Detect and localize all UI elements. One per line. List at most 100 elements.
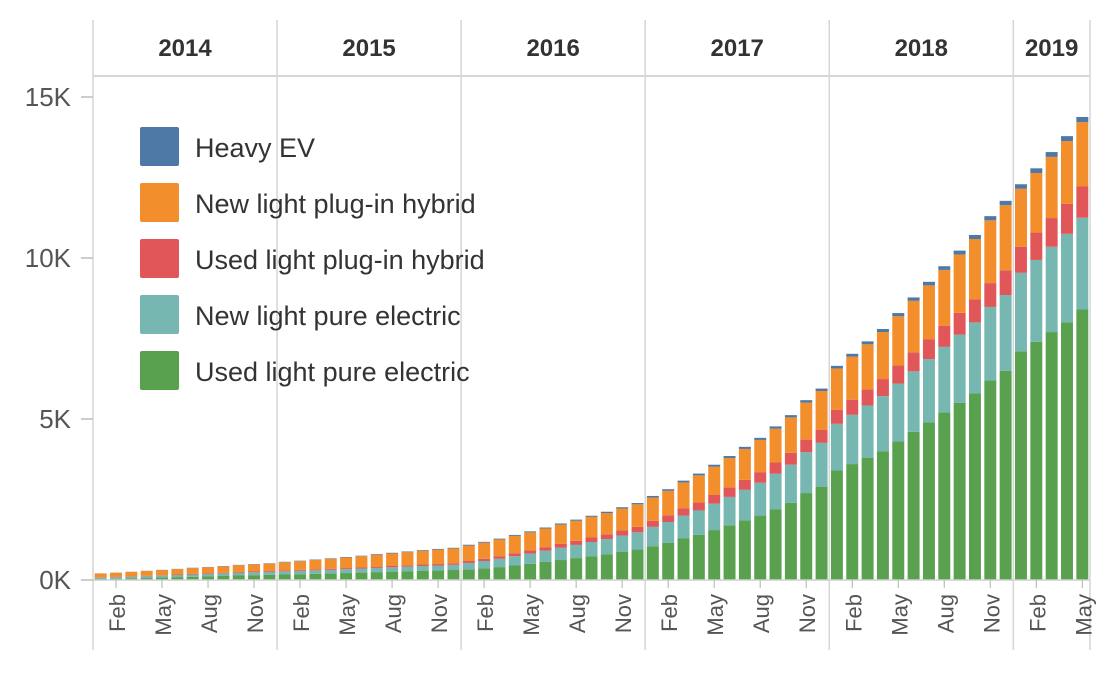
bar-segment bbox=[1030, 168, 1043, 173]
x-tick-label: May bbox=[151, 594, 176, 636]
bar-segment bbox=[416, 565, 429, 571]
legend: Heavy EV New light plug-in hybrid Used lig… bbox=[140, 127, 485, 390]
bar-segment bbox=[861, 389, 874, 406]
bar-segment bbox=[616, 530, 629, 536]
bar-segment bbox=[846, 414, 859, 465]
x-tick-label: May bbox=[1071, 594, 1096, 636]
bar-segment bbox=[616, 535, 629, 552]
bar-segment bbox=[524, 563, 537, 580]
bar-segment bbox=[432, 565, 445, 571]
bar-segment bbox=[938, 346, 951, 413]
bar-segment bbox=[355, 556, 368, 568]
bar-segment bbox=[493, 558, 506, 568]
bar-segment bbox=[401, 551, 414, 553]
bar-segment bbox=[708, 503, 721, 531]
bar-segment bbox=[570, 540, 583, 545]
bar-segment bbox=[278, 570, 291, 572]
bar-segment bbox=[508, 534, 521, 536]
bar-segment bbox=[769, 462, 782, 474]
year-label: 2018 bbox=[895, 35, 948, 62]
x-tick-label: Nov bbox=[979, 594, 1004, 633]
bar-segment bbox=[585, 542, 598, 557]
bar-segment bbox=[386, 567, 399, 572]
bar-segment bbox=[1014, 272, 1027, 352]
bar-segment bbox=[846, 399, 859, 415]
legend-swatch bbox=[140, 295, 179, 334]
bar-segment bbox=[294, 570, 307, 575]
bar-segment bbox=[953, 254, 966, 313]
bar-segment bbox=[1076, 122, 1089, 187]
bar-segment bbox=[202, 567, 215, 574]
bar-segment bbox=[1061, 322, 1073, 580]
bar-segment bbox=[493, 556, 506, 559]
bar-segment bbox=[907, 297, 920, 301]
bar-segment bbox=[1030, 341, 1043, 580]
bar-segment bbox=[600, 539, 613, 555]
bar-segment bbox=[401, 566, 414, 572]
bar-segment bbox=[432, 548, 445, 550]
bar-segment bbox=[1030, 259, 1043, 342]
bar-segment bbox=[340, 568, 353, 570]
bar-segment bbox=[723, 525, 736, 580]
bar-segment bbox=[478, 542, 491, 559]
bar-segment bbox=[800, 400, 813, 403]
bar-segment bbox=[646, 495, 659, 498]
bar-segment bbox=[462, 544, 475, 546]
bar-segment bbox=[401, 552, 414, 566]
bar-segment bbox=[892, 383, 905, 442]
bar-segment bbox=[217, 572, 230, 574]
bar-segment bbox=[232, 571, 245, 573]
bar-segment bbox=[922, 359, 935, 423]
bar-segment bbox=[324, 569, 337, 574]
bar-segment bbox=[554, 547, 567, 561]
bar-segment bbox=[784, 502, 797, 580]
bar-segment bbox=[723, 456, 736, 458]
bar-segment bbox=[677, 480, 690, 483]
bar-segment bbox=[892, 313, 905, 317]
bar-segment bbox=[738, 448, 751, 480]
bar-segment bbox=[462, 562, 475, 570]
bar-segment bbox=[263, 563, 276, 571]
bar-segment bbox=[401, 565, 414, 567]
bar-segment bbox=[340, 573, 353, 580]
bar-segment bbox=[340, 557, 353, 569]
year-label: 2017 bbox=[711, 35, 764, 62]
bar-segment bbox=[370, 554, 383, 555]
bar-segment bbox=[723, 487, 736, 497]
bar-segment bbox=[876, 396, 889, 452]
bar-segment bbox=[94, 573, 107, 578]
bar-segment bbox=[830, 365, 843, 369]
bar-segment bbox=[953, 334, 966, 403]
bar-segment bbox=[156, 575, 169, 578]
bar-segment bbox=[815, 429, 828, 443]
bar-segment bbox=[784, 464, 797, 503]
bar-segment bbox=[186, 568, 199, 574]
legend-swatch bbox=[140, 239, 179, 278]
bar-segment bbox=[846, 464, 859, 580]
bar-segment bbox=[907, 352, 920, 372]
bar-segment bbox=[294, 574, 307, 580]
bar-segment bbox=[1045, 152, 1058, 157]
bar-segment bbox=[508, 565, 521, 580]
bar-segment bbox=[1061, 233, 1073, 323]
bar-segment bbox=[554, 524, 567, 544]
bar-segment bbox=[1014, 184, 1027, 189]
bar-segment bbox=[508, 556, 521, 566]
bar-segment bbox=[892, 441, 905, 580]
bar-segment bbox=[968, 393, 981, 580]
bar-segment bbox=[539, 547, 552, 551]
bar-segment bbox=[447, 563, 460, 565]
bar-segment bbox=[416, 570, 429, 580]
bar-segment bbox=[938, 266, 951, 270]
bar-segment bbox=[585, 537, 598, 543]
bar-segment bbox=[232, 572, 245, 576]
bar-segment bbox=[1045, 246, 1058, 333]
bar-segment bbox=[370, 572, 383, 580]
bar-segment bbox=[524, 532, 537, 551]
bar-segment bbox=[846, 353, 859, 357]
bar-segment bbox=[508, 553, 521, 557]
bar-segment bbox=[999, 205, 1012, 271]
bar-segment bbox=[493, 567, 506, 580]
legend-label: New light plug-in hybrid bbox=[195, 189, 476, 219]
